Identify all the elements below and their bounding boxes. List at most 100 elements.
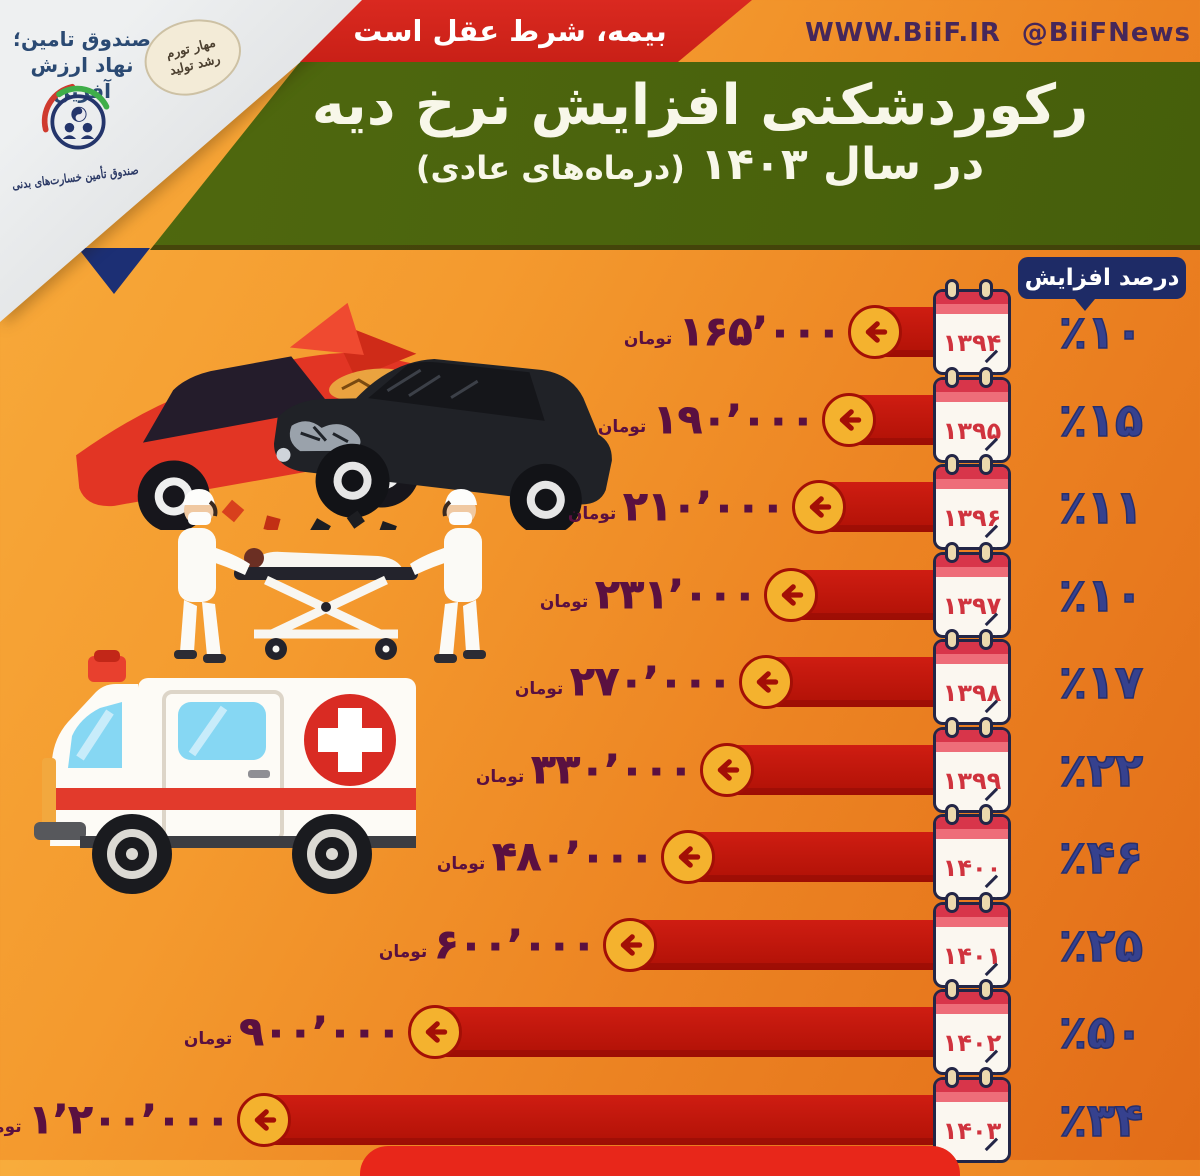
contact-row: WWW.BiiF.IR @BiiFNews: [805, 18, 1191, 48]
amount-value: ۴۸۰٬۰۰۰: [492, 834, 654, 881]
rate-amount: تومان ۱۶۵٬۰۰۰: [624, 288, 841, 376]
rate-amount: تومان ۱٬۲۰۰٬۰۰۰: [0, 1076, 230, 1164]
title-band: [150, 62, 1200, 250]
amount-value: ۱٬۲۰۰٬۰۰۰: [28, 1096, 230, 1143]
amount-value: ۲۳۱٬۰۰۰: [595, 571, 757, 618]
rate-amount: تومان ۹۰۰٬۰۰۰: [184, 988, 401, 1076]
calendar-ring-icon: [945, 1066, 959, 1088]
increase-percent: ٪۴۶: [1058, 829, 1144, 885]
calendar-year: ۱۴۰۱: [942, 941, 1002, 970]
calendar-ring-icon: [945, 366, 959, 388]
diyeh-rate-row: تومان ۲۷۰٬۰۰۰ ۱۳۹۸ ٪۱۷: [0, 629, 1200, 726]
diyeh-rate-row: تومان ۳۳۰٬۰۰۰ ۱۳۹۹ ٪۲۲: [0, 716, 1200, 814]
paramedic-right: [410, 489, 486, 663]
calendar-ring-icon: [979, 1066, 993, 1088]
toman-unit-label: تومان: [475, 766, 525, 787]
org-name-line1: صندوق تامین؛: [13, 27, 151, 51]
title-line1: رکوردشکنی افزایش نرخ دیه: [311, 73, 1089, 138]
calendar-year: ۱۴۰۳: [942, 1116, 1002, 1145]
calendar-icon: ۱۴۰۱: [933, 891, 1011, 988]
slogan-text: بیمه، شرط عقل است: [353, 14, 667, 48]
left-arrow-icon: [661, 830, 715, 884]
amount-value: ۲۱۰٬۰۰۰: [623, 484, 785, 531]
increase-percent: ٪۱۵: [1058, 392, 1144, 448]
rate-amount: تومان ۶۰۰٬۰۰۰: [379, 901, 596, 989]
calendar-icon: ۱۳۹۹: [933, 716, 1011, 813]
diyeh-rate-row: تومان ۱۶۵٬۰۰۰ ۱۳۹۴ ٪۱۰: [0, 279, 1200, 376]
calendar-ring-icon: [945, 629, 959, 650]
rate-amount: تومان ۲۱۰٬۰۰۰: [568, 463, 785, 551]
black-car: [273, 358, 612, 530]
debris: [221, 499, 397, 530]
calendar-icon: ۱۴۰۰: [933, 804, 1011, 900]
calendar-ring-icon: [945, 804, 959, 825]
rate-amount: تومان ۴۸۰٬۰۰۰: [437, 813, 654, 901]
toman-unit-label: تومان: [623, 329, 673, 349]
increase-percent: ٪۱۰: [1058, 567, 1144, 623]
title-line2: در سال ۱۴۰۳ (درماه‌های عادی): [240, 139, 1160, 190]
calendar-ring-icon: [945, 279, 959, 300]
calendar-icon: ۱۳۹۵: [933, 366, 1011, 463]
toman-unit-label: تومان: [183, 1029, 233, 1049]
calendar-ring-icon: [979, 279, 993, 300]
calendar-ring-icon: [979, 891, 993, 913]
amount-value: ۱۹۰٬۰۰۰: [653, 396, 815, 443]
paramedics-illustration: [174, 489, 486, 663]
left-arrow-icon: [848, 305, 902, 359]
rate-amount: تومان ۳۳۰٬۰۰۰: [476, 726, 693, 814]
calendar-ring-icon: [945, 716, 959, 738]
rate-amount: تومان ۲۷۰٬۰۰۰: [515, 638, 732, 726]
calendar-ring-icon: [945, 891, 959, 913]
diyeh-rate-row: تومان ۱۹۰٬۰۰۰ ۱۳۹۵ ٪۱۵: [0, 366, 1200, 464]
left-arrow-icon: [739, 655, 793, 709]
calendar-year: ۱۳۹۷: [942, 591, 1002, 620]
calendar-ring-icon: [979, 804, 993, 825]
ambulance-body: [34, 650, 416, 848]
calendar-icon: ۱۴۰۳: [933, 1066, 1011, 1163]
slogan-ribbon: بیمه، شرط عقل است: [300, 0, 752, 62]
increase-percent: ٪۲۲: [1058, 742, 1144, 798]
calendar-icon: ۱۳۹۷: [933, 541, 1011, 638]
calendar-ring-icon: [979, 454, 993, 475]
rate-amount: تومان ۲۳۱٬۰۰۰: [540, 551, 757, 639]
car-crash-illustration: [76, 302, 612, 530]
ambulance-illustration: [34, 650, 416, 894]
stretcher: [234, 548, 418, 660]
increase-percent: ٪۱۰: [1058, 304, 1144, 360]
percent-column-header: درصد افزایش: [1018, 257, 1186, 311]
amount-value: ۱۶۵٬۰۰۰: [679, 309, 841, 356]
org-logo-icon: [41, 83, 110, 150]
diyeh-rate-row: تومان ۱٬۲۰۰٬۰۰۰ ۱۴۰۳ ٪۳۴: [0, 1066, 1200, 1164]
calendar-ring-icon: [979, 541, 993, 563]
org-name: صندوق تامین؛ نهاد ارزش آفرین: [8, 26, 156, 104]
rate-bar: [239, 1094, 1003, 1145]
increase-percent: ٪۱۱: [1058, 479, 1144, 535]
calendar-ring-icon: [945, 454, 959, 475]
title-line2-paren: (درماه‌های عادی): [415, 149, 685, 188]
calendar-icon: ۱۳۹۴: [933, 279, 1011, 375]
social-handle: @BiiFNews: [1021, 18, 1191, 48]
left-arrow-icon: [822, 392, 876, 447]
calendar-ring-icon: [945, 979, 959, 1000]
diyeh-rate-row: تومان ۴۸۰٬۰۰۰ ۱۴۰۰ ٪۴۶: [0, 804, 1200, 901]
paramedic-left: [174, 489, 250, 663]
left-arrow-icon: [408, 1005, 462, 1059]
calendar-icon: ۱۳۹۶: [933, 454, 1011, 550]
calendar-year: ۱۳۹۹: [942, 766, 1002, 795]
ambulance-wheels: [92, 814, 372, 894]
amount-value: ۳۳۰٬۰۰۰: [531, 746, 693, 793]
toman-unit-label: تومان: [567, 504, 617, 524]
toman-unit-label: تومان: [597, 416, 647, 437]
amount-value: ۲۷۰٬۰۰۰: [570, 659, 732, 706]
amount-value: ۹۰۰٬۰۰۰: [239, 1009, 401, 1056]
diyeh-rate-row: تومان ۹۰۰٬۰۰۰ ۱۴۰۲ ٪۵۰: [0, 979, 1200, 1076]
band-fold-triangle: [78, 248, 150, 294]
calendar-ring-icon: [945, 541, 959, 563]
calendar-year: ۱۳۹۵: [942, 416, 1002, 445]
increase-percent: ٪۵۰: [1058, 1004, 1144, 1060]
toman-unit-label: تومان: [378, 941, 428, 962]
calendar-icon: ۱۴۰۲: [933, 979, 1011, 1075]
page-title: رکوردشکنی افزایش نرخ دیه در سال ۱۴۰۳ (در…: [240, 72, 1160, 190]
